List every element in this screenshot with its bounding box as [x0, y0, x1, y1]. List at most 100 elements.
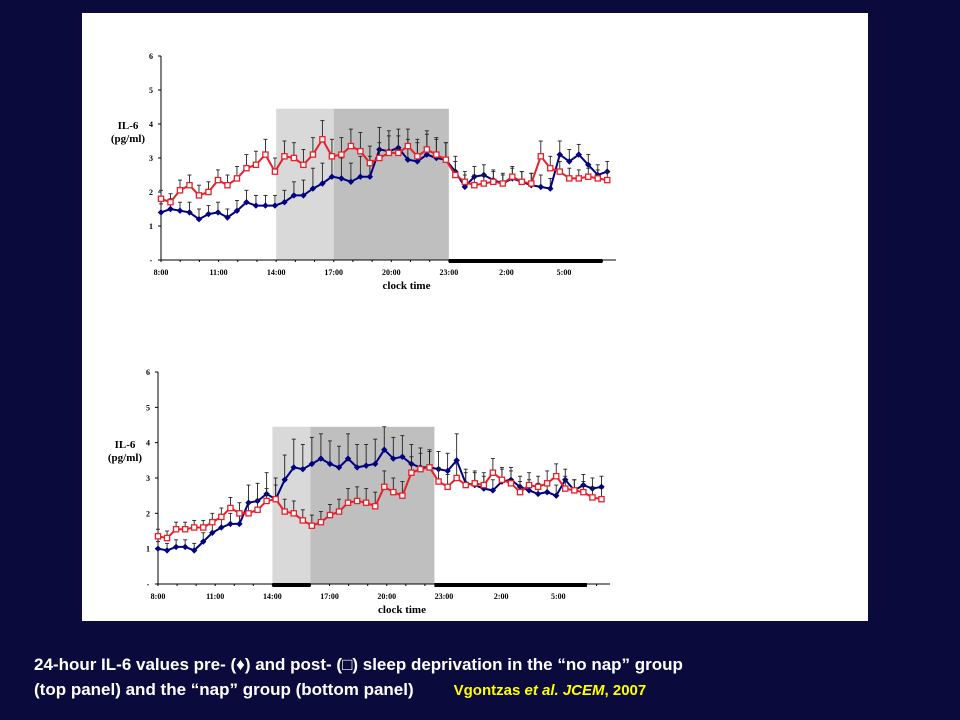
- data-point: [580, 488, 587, 496]
- data-point: [157, 209, 165, 216]
- data-point: [414, 158, 421, 165]
- data-point: [209, 518, 216, 526]
- data-point: [461, 183, 469, 191]
- data-point: [471, 181, 478, 189]
- citation-author: Vgontzas: [453, 682, 525, 699]
- data-point: [414, 153, 421, 160]
- data-point: [480, 180, 488, 187]
- data-point: [309, 151, 317, 158]
- data-point: [562, 485, 569, 492]
- data-point: [357, 147, 364, 155]
- data-point: [326, 511, 334, 519]
- data-point: [195, 216, 203, 223]
- data-point: [262, 202, 269, 209]
- series-square: [154, 451, 605, 542]
- y-axis-title: IL-6: [118, 120, 139, 132]
- x-tick-label: 14:00: [263, 592, 282, 601]
- data-point: [299, 517, 307, 524]
- data-point: [218, 513, 225, 521]
- y-tick-label: 4: [149, 120, 153, 129]
- data-point: [263, 497, 270, 505]
- data-point: [556, 151, 563, 158]
- x-tick-label: 20:00: [377, 592, 396, 601]
- x-tick-label: 8:00: [151, 592, 166, 601]
- panel-top: 6 5 4 3 2 1 -8:00 11:00 14:00 17:00 20:00 23:00 2:00…: [111, 52, 616, 292]
- y-tick-label: 2: [146, 509, 150, 518]
- data-point: [556, 168, 564, 175]
- data-point: [395, 149, 402, 157]
- data-point: [252, 161, 260, 169]
- data-point: [214, 209, 222, 216]
- data-point: [442, 156, 450, 163]
- data-point: [290, 464, 297, 471]
- x-tick-label: 17:00: [320, 592, 339, 601]
- data-point: [509, 173, 516, 180]
- data-point: [399, 453, 406, 460]
- data-point: [200, 524, 207, 531]
- data-point: [167, 198, 174, 206]
- data-point: [461, 178, 469, 186]
- data-point: [163, 534, 171, 542]
- data-point: [290, 510, 298, 517]
- figure-caption: 24-hour IL-6 values pre- (♦) and post- (…: [34, 652, 934, 703]
- y-tick-label: 6: [149, 52, 153, 61]
- data-point: [262, 151, 269, 158]
- data-point: [281, 199, 288, 206]
- data-point: [236, 520, 243, 528]
- data-point: [335, 508, 343, 515]
- data-point: [308, 460, 316, 468]
- data-point: [404, 156, 412, 163]
- data-point: [224, 214, 231, 221]
- data-point: [423, 146, 431, 153]
- caption-line-2: (top panel) and the “nap” group (bottom …: [34, 680, 414, 699]
- data-point: [453, 457, 460, 464]
- data-point: [585, 173, 592, 180]
- data-point: [575, 151, 582, 158]
- data-point: [575, 175, 583, 182]
- data-point: [154, 533, 162, 540]
- data-point: [157, 195, 165, 203]
- data-point: [195, 192, 203, 199]
- data-point: [300, 161, 307, 169]
- data-point: [254, 506, 261, 514]
- data-point: [390, 455, 397, 462]
- data-point: [444, 483, 451, 491]
- y-tick-label: 2: [149, 188, 153, 197]
- data-point: [480, 481, 488, 489]
- data-point: [423, 151, 431, 158]
- data-point: [537, 183, 544, 191]
- data-point: [209, 529, 216, 536]
- data-point: [518, 178, 526, 186]
- data-point: [385, 149, 393, 157]
- data-point: [499, 180, 507, 187]
- data-point: [381, 483, 388, 491]
- data-point: [489, 469, 497, 476]
- data-point: [433, 151, 440, 158]
- data-point: [186, 181, 193, 189]
- x-tick-label: 23:00: [435, 592, 454, 601]
- caption-line-1: 24-hour IL-6 values pre- (♦) and post- (…: [34, 655, 683, 674]
- data-point: [224, 181, 231, 189]
- sleep-period-bar: [272, 583, 311, 587]
- data-point: [200, 538, 207, 545]
- y-tick-label: -: [147, 580, 150, 589]
- data-point: [319, 136, 326, 143]
- data-point: [344, 499, 352, 506]
- data-point: [604, 176, 611, 184]
- data-point: [299, 465, 307, 473]
- data-point: [326, 460, 334, 468]
- data-point: [390, 488, 397, 496]
- citation-year: , 2007: [604, 682, 647, 699]
- sleep-period-bar: [448, 259, 603, 263]
- data-point: [594, 175, 602, 182]
- y-tick-label: 5: [146, 403, 150, 412]
- data-point: [537, 153, 545, 160]
- x-tick-label: 11:00: [206, 592, 224, 601]
- y-axis-title: IL-6: [115, 439, 136, 451]
- data-point: [357, 173, 364, 180]
- data-point: [498, 476, 506, 484]
- x-tick-label: 20:00: [382, 268, 401, 277]
- citation: Vgontzas et al. JCEM, 2007: [454, 682, 647, 699]
- x-tick-label: 2:00: [499, 268, 514, 277]
- data-point: [290, 192, 298, 199]
